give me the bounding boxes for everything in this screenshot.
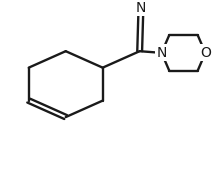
Text: N: N [136, 1, 146, 15]
Text: O: O [200, 46, 211, 60]
Text: N: N [156, 46, 167, 60]
